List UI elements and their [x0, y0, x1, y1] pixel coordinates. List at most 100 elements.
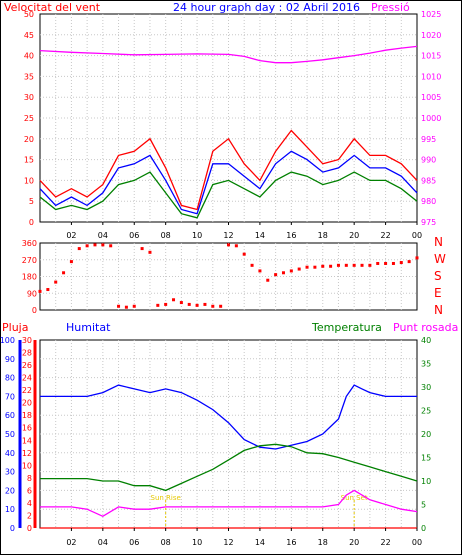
direction-y-tick-label: 270 — [22, 256, 37, 265]
x-tick-label: 16 — [286, 231, 296, 240]
direction-point — [321, 264, 325, 268]
direction-point — [93, 243, 97, 247]
direction-point — [195, 303, 199, 307]
rain-y-tick-label: 10 — [22, 461, 32, 470]
direction-point — [62, 271, 66, 275]
direction-point — [69, 260, 73, 264]
rain-y-tick-label: 0 — [27, 524, 32, 533]
direction-point — [140, 247, 144, 251]
wind-y-tick-label: 15 — [24, 156, 34, 165]
x-tick-label: 20 — [349, 231, 359, 240]
pressure-y-tick-label: 1020 — [421, 31, 441, 40]
x-tick-label: 14 — [255, 231, 265, 240]
rain-y-tick-label: 18 — [22, 411, 32, 420]
x-tick-label: 04 — [98, 538, 108, 547]
temperature-y-tick-label: 25 — [421, 407, 431, 416]
rain-y-tick-label: 2 — [27, 511, 32, 520]
temperature-axis-title: Temperatura — [311, 321, 382, 334]
rain-y-tick-label: 16 — [22, 424, 32, 433]
x-tick-label: 00 — [412, 231, 422, 240]
direction-point — [156, 303, 160, 307]
x-tick-label: 18 — [318, 231, 328, 240]
wind-y-tick-label: 40 — [24, 52, 34, 61]
pressure-axis-title: Pressió — [371, 1, 410, 14]
direction-point — [172, 298, 176, 302]
direction-point — [313, 265, 317, 269]
x-tick-label: 00 — [412, 538, 422, 547]
temperature-y-tick-label: 15 — [421, 454, 431, 463]
x-tick-label: 02 — [66, 538, 76, 547]
x-tick-label: 10 — [192, 538, 202, 547]
direction-point — [344, 263, 348, 267]
temperature-y-tick-label: 10 — [421, 477, 431, 486]
humidity-x-ticks: 02 04 06 08 10 12 14 16 18 20 22 00 — [66, 528, 422, 547]
temperature-y-ticks: 0 5 10 15 20 25 30 35 40 — [421, 336, 431, 533]
humidity-y-tick-label: 60 — [5, 411, 15, 420]
compass-label: W — [434, 252, 446, 266]
direction-point — [297, 267, 301, 271]
x-tick-label: 08 — [161, 231, 171, 240]
direction-point — [415, 256, 419, 260]
direction-point — [391, 261, 395, 265]
humidity-y-tick-label: 80 — [5, 374, 15, 383]
wind-average-series — [39, 150, 418, 215]
rain-axis-title: Pluja — [2, 321, 28, 334]
wind-y-tick-label: 10 — [24, 176, 34, 185]
x-tick-label: 22 — [380, 231, 390, 240]
humidity-y-tick-label: 10 — [5, 505, 15, 514]
sun-annotation-label: Sun Set — [341, 494, 368, 502]
x-tick-label: 22 — [380, 538, 390, 547]
wind-y-tick-label: 35 — [24, 72, 34, 81]
direction-point — [109, 244, 113, 248]
direction-y-tick-label: 0 — [32, 306, 37, 315]
pressure-y-tick-label: 1005 — [421, 93, 441, 102]
pressure-y-tick-label: 990 — [421, 156, 436, 165]
direction-point — [384, 261, 388, 265]
compass-label: E — [434, 286, 442, 300]
direction-point — [242, 252, 246, 256]
humidity-y-tick-label: 0 — [10, 524, 15, 533]
direction-point — [227, 243, 230, 247]
rain-y-tick-label: 6 — [27, 486, 32, 495]
x-tick-label: 20 — [349, 538, 359, 547]
direction-point — [258, 269, 262, 273]
compass-label: N — [434, 235, 443, 249]
rain-y-tick-label: 30 — [22, 336, 32, 345]
wind-x-ticks: 02 04 06 08 10 12 14 16 18 20 22 00 — [66, 222, 422, 240]
wind-series — [39, 45, 418, 219]
pressure-y-tick-label: 995 — [421, 135, 436, 144]
dewpoint-series-line — [40, 489, 418, 518]
temperature-y-tick-label: 40 — [421, 336, 431, 345]
direction-point — [376, 261, 380, 265]
humidity-y-tick-label: 50 — [5, 430, 15, 439]
direction-point — [266, 278, 270, 282]
direction-point — [211, 304, 215, 308]
x-tick-label: 16 — [286, 538, 296, 547]
humidity-y-ticks: 0 10 20 30 40 50 60 70 80 90 100 — [0, 336, 15, 533]
x-tick-label: 14 — [255, 538, 265, 547]
direction-point — [77, 247, 81, 251]
wind-speed-series — [39, 171, 418, 219]
chart-title: 24 hour graph day : 02 Abril 2016 — [173, 1, 360, 14]
pressure-y-tick-label: 985 — [421, 176, 436, 185]
direction-point — [164, 302, 168, 306]
rain-y-tick-label: 20 — [22, 399, 32, 408]
humidity-y-tick-label: 70 — [5, 392, 15, 401]
direction-point — [305, 265, 309, 269]
x-tick-label: 06 — [129, 231, 139, 240]
x-tick-label: 10 — [192, 231, 202, 240]
humidity-series-line — [40, 384, 417, 450]
direction-point — [203, 302, 207, 306]
pressure-series — [39, 45, 418, 64]
x-tick-label: 18 — [318, 538, 328, 547]
rain-y-tick-label: 8 — [27, 474, 32, 483]
direction-series — [38, 243, 419, 309]
rain-y-tick-label: 4 — [27, 499, 32, 508]
x-tick-label: 08 — [161, 538, 171, 547]
wind-y-ticks: 0 5 10 15 20 25 30 35 40 45 50 — [24, 10, 34, 227]
direction-point — [274, 273, 278, 277]
pressure-y-tick-label: 1010 — [421, 72, 441, 81]
